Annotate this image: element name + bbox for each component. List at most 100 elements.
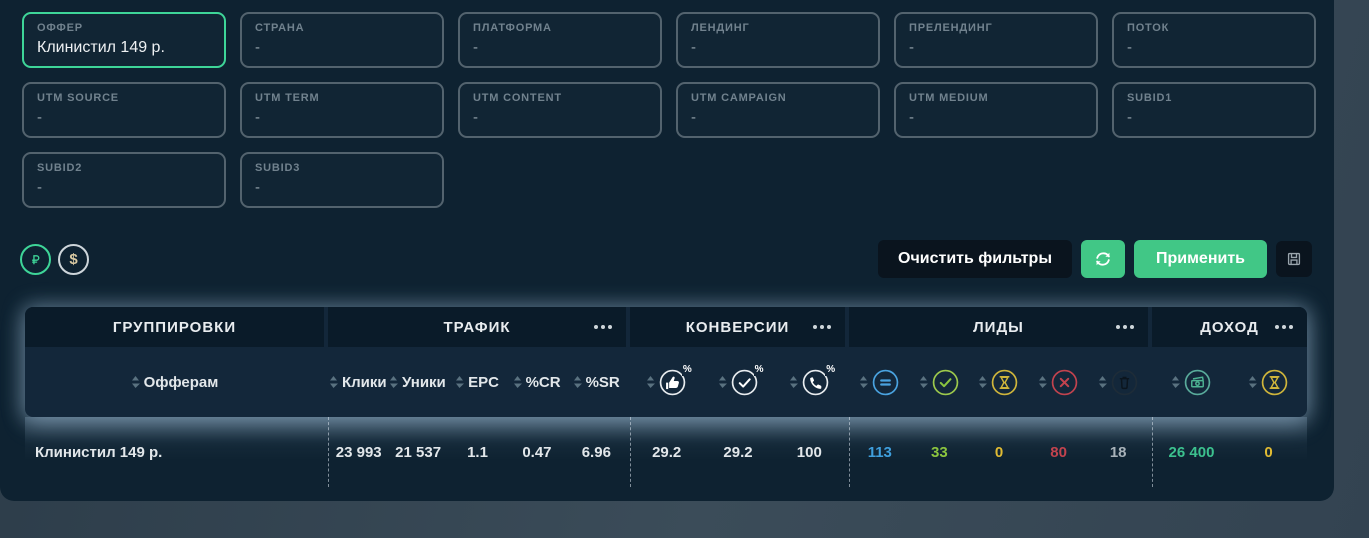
cell-confirm-percent: 29.2 <box>723 443 753 461</box>
cell-uniques: 21 537 <box>395 443 442 461</box>
sort-arrows-icon[interactable] <box>859 375 868 389</box>
filter-label: UTM MEDIUM <box>909 92 989 104</box>
floppy-disk-icon <box>1284 249 1304 269</box>
sort-arrows-icon[interactable] <box>718 375 727 389</box>
currency-usd-button[interactable]: $ <box>58 244 89 275</box>
filter-subid2[interactable]: SUBID2 - <box>22 152 226 208</box>
group-label: ДОХОД <box>1200 318 1259 336</box>
filter-label: UTM CAMPAIGN <box>691 92 787 104</box>
sort-arrows-icon[interactable] <box>389 375 398 389</box>
hourglass-icon <box>991 369 1018 396</box>
col-header-label: %SR <box>585 373 620 391</box>
group-label: ЛИДЫ <box>973 318 1024 336</box>
col-header-income-pending[interactable] <box>1230 347 1308 417</box>
col-header-confirm-percent[interactable]: % <box>702 347 774 417</box>
filter-landing[interactable]: ЛЕНДИНГ - <box>676 12 880 68</box>
sort-arrows-icon[interactable] <box>1171 375 1180 389</box>
col-header-leads-total[interactable] <box>849 347 909 417</box>
sort-arrows-icon[interactable] <box>1098 375 1108 389</box>
filter-platform[interactable]: ПЛАТФОРМА - <box>458 12 662 68</box>
filter-label: ПОТОК <box>1127 22 1170 34</box>
cell-clicks: 23 993 <box>335 443 382 461</box>
filter-value: - <box>691 109 696 126</box>
filter-utm-campaign[interactable]: UTM CAMPAIGN - <box>676 82 880 138</box>
sort-arrows-icon[interactable] <box>919 375 928 389</box>
col-header-call-percent[interactable]: % <box>773 347 845 417</box>
money-icon <box>1184 369 1211 396</box>
filter-flow[interactable]: ПОТОК - <box>1112 12 1316 68</box>
sort-arrows-icon[interactable] <box>789 375 799 389</box>
apply-button[interactable]: Применить <box>1133 240 1267 278</box>
currency-toggle: $ <box>20 244 89 275</box>
filters-grid: ОФФЕР Клинистил 149 р. СТРАНА - ПЛАТФОРМ… <box>22 12 1316 208</box>
sort-arrows-icon[interactable] <box>1248 375 1258 389</box>
filter-value: - <box>909 39 914 56</box>
ellipsis-icon[interactable] <box>594 325 612 329</box>
refresh-button[interactable] <box>1080 240 1125 278</box>
col-header-label: Офферам <box>143 373 219 391</box>
ellipsis-icon[interactable] <box>1275 325 1293 329</box>
col-header-label: %CR <box>525 373 561 391</box>
filter-value: - <box>909 109 914 126</box>
col-header-cr[interactable]: %CR <box>507 347 567 417</box>
sort-arrows-icon[interactable] <box>1038 375 1048 389</box>
filter-label: ОФФЕР <box>37 22 83 34</box>
filter-country[interactable]: СТРАНА - <box>240 12 444 68</box>
filter-offer[interactable]: ОФФЕР Клинистил 149 р. <box>22 12 226 68</box>
table-row[interactable]: Клинистил 149 р. 23 993 21 537 1.1 0.47 … <box>25 417 1307 487</box>
filter-utm-source[interactable]: UTM SOURCE - <box>22 82 226 138</box>
filter-label: UTM SOURCE <box>37 92 119 104</box>
cell-approve-percent: 29.2 <box>652 443 682 461</box>
filter-subid3[interactable]: SUBID3 - <box>240 152 444 208</box>
report-table-header: ГРУППИРОВКИ ТРАФИК КОНВЕРСИИ ЛИДЫ ДОХОД <box>25 307 1307 417</box>
sort-arrows-icon[interactable] <box>131 375 140 389</box>
filter-utm-term[interactable]: UTM TERM - <box>240 82 444 138</box>
col-header-leads-approved[interactable] <box>909 347 969 417</box>
sort-arrows-icon[interactable] <box>573 375 582 389</box>
col-header-approve-percent[interactable]: % <box>630 347 702 417</box>
col-header-clicks[interactable]: Клики <box>328 347 388 417</box>
col-header-income-confirmed[interactable] <box>1152 347 1230 417</box>
cell-call-percent: 100 <box>796 443 822 461</box>
col-header-offers[interactable]: Офферам <box>25 347 324 417</box>
refresh-icon <box>1092 248 1114 270</box>
cross-icon <box>1051 369 1078 396</box>
cell-income-pending: 0 <box>1264 443 1273 461</box>
phone-percent-icon: % <box>802 363 837 396</box>
filter-prelanding[interactable]: ПРЕЛЕНДИНГ - <box>894 12 1098 68</box>
sort-arrows-icon[interactable] <box>978 375 988 389</box>
filter-value: - <box>1127 109 1132 126</box>
col-header-leads-rejected[interactable] <box>1028 347 1088 417</box>
filter-label: ЛЕНДИНГ <box>691 22 750 34</box>
filter-value: - <box>37 179 42 196</box>
cell-leads-trash: 18 <box>1109 443 1127 461</box>
filter-value: Клинистил 149 р. <box>37 39 165 56</box>
col-header-uniques[interactable]: Уники <box>388 347 448 417</box>
sort-arrows-icon[interactable] <box>455 375 465 389</box>
col-header-leads-trash[interactable] <box>1088 347 1148 417</box>
sort-arrows-icon[interactable] <box>646 375 655 389</box>
col-header-label: EPC <box>468 373 499 391</box>
filter-label: SUBID3 <box>255 162 301 174</box>
filter-value: - <box>255 39 260 56</box>
clear-filters-button[interactable]: Очистить фильтры <box>878 240 1072 278</box>
filter-subid1[interactable]: SUBID1 - <box>1112 82 1316 138</box>
ellipsis-icon[interactable] <box>1116 325 1134 329</box>
filter-label: ПРЕЛЕНДИНГ <box>909 22 993 34</box>
actions-bar: Очистить фильтры Применить <box>878 240 1312 278</box>
ellipsis-icon[interactable] <box>813 325 831 329</box>
filter-value: - <box>691 39 696 56</box>
group-label: ТРАФИК <box>443 318 511 336</box>
col-header-epc[interactable]: EPC <box>447 347 507 417</box>
col-header-leads-pending[interactable] <box>969 347 1029 417</box>
col-header-sr[interactable]: %SR <box>566 347 626 417</box>
currency-rub-button[interactable] <box>20 244 51 275</box>
filter-utm-content[interactable]: UTM CONTENT - <box>458 82 662 138</box>
group-header-groupings: ГРУППИРОВКИ <box>25 307 324 347</box>
filter-utm-medium[interactable]: UTM MEDIUM - <box>894 82 1098 138</box>
sort-arrows-icon[interactable] <box>513 375 522 389</box>
column-headers: Офферам Клики Уники EPC <box>25 347 1307 417</box>
save-button[interactable] <box>1276 241 1312 277</box>
group-label: КОНВЕРСИИ <box>685 318 790 336</box>
sort-arrows-icon[interactable] <box>329 375 338 389</box>
